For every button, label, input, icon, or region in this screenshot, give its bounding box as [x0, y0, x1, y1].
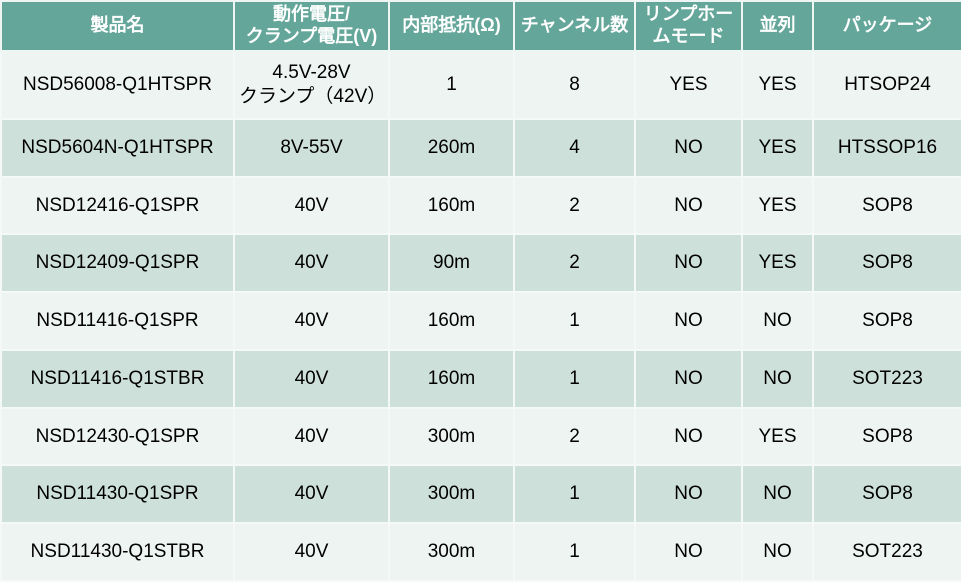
- table-row: NSD56008-Q1HTSPR 4.5V-28V クランプ（42V） 1 8 …: [0, 49, 961, 120]
- column-header-voltage: 動作電圧/ クランプ電圧(V): [233, 0, 390, 52]
- cell-parallel: NO: [741, 522, 814, 582]
- cell-parallel: YES: [741, 49, 814, 120]
- cell-voltage: 40V: [233, 233, 390, 294]
- cell-limp-home: NO: [634, 522, 743, 582]
- cell-channels: 2: [513, 406, 636, 467]
- cell-limp-home: NO: [634, 464, 743, 525]
- cell-limp-home: NO: [634, 348, 743, 409]
- cell-channels: 1: [513, 348, 636, 409]
- cell-channels: 1: [513, 522, 636, 582]
- cell-resistance: 300m: [388, 522, 515, 582]
- cell-package: SOP8: [812, 291, 961, 351]
- table-row: NSD12416-Q1SPR 40V 160m 2 NO YES SOP8: [0, 175, 961, 236]
- cell-resistance: 260m: [388, 117, 515, 178]
- table-row: NSD11416-Q1SPR 40V 160m 1 NO NO SOP8: [0, 291, 961, 351]
- cell-package: SOP8: [812, 175, 961, 236]
- cell-resistance: 160m: [388, 291, 515, 351]
- cell-parallel: NO: [741, 348, 814, 409]
- cell-package: SOP8: [812, 233, 961, 294]
- cell-parallel: NO: [741, 291, 814, 351]
- table-row: NSD11430-Q1SPR 40V 300m 1 NO NO SOP8: [0, 464, 961, 525]
- cell-resistance: 160m: [388, 348, 515, 409]
- cell-limp-home: NO: [634, 291, 743, 351]
- cell-voltage: 40V: [233, 522, 390, 582]
- cell-limp-home: NO: [634, 406, 743, 467]
- table-header-row: 製品名 動作電圧/ クランプ電圧(V) 内部抵抗(Ω) チャンネル数 リンプホー…: [0, 0, 961, 52]
- cell-package: SOT223: [812, 348, 961, 409]
- cell-channels: 1: [513, 291, 636, 351]
- cell-resistance: 160m: [388, 175, 515, 236]
- column-header-limp-home: リンプホー ムモード: [634, 0, 743, 52]
- cell-package: HTSOP24: [812, 49, 961, 120]
- cell-parallel: YES: [741, 233, 814, 294]
- table-row: NSD11430-Q1STBR 40V 300m 1 NO NO SOT223: [0, 522, 961, 582]
- cell-product: NSD11430-Q1SPR: [0, 464, 235, 525]
- cell-resistance: 90m: [388, 233, 515, 294]
- cell-voltage: 8V-55V: [233, 117, 390, 178]
- cell-package: SOP8: [812, 464, 961, 525]
- column-header-package: パッケージ: [812, 0, 961, 52]
- cell-channels: 2: [513, 175, 636, 236]
- cell-channels: 1: [513, 464, 636, 525]
- cell-package: SOP8: [812, 406, 961, 467]
- cell-parallel: YES: [741, 406, 814, 467]
- cell-product: NSD12430-Q1SPR: [0, 406, 235, 467]
- cell-product: NSD56008-Q1HTSPR: [0, 49, 235, 120]
- cell-limp-home: NO: [634, 117, 743, 178]
- column-header-parallel: 並列: [741, 0, 814, 52]
- cell-product: NSD11416-Q1STBR: [0, 348, 235, 409]
- cell-channels: 8: [513, 49, 636, 120]
- cell-channels: 4: [513, 117, 636, 178]
- cell-resistance: 1: [388, 49, 515, 120]
- cell-voltage: 40V: [233, 406, 390, 467]
- cell-resistance: 300m: [388, 464, 515, 525]
- cell-product: NSD12416-Q1SPR: [0, 175, 235, 236]
- cell-parallel: YES: [741, 175, 814, 236]
- cell-parallel: YES: [741, 117, 814, 178]
- cell-limp-home: YES: [634, 49, 743, 120]
- table-row: NSD5604N-Q1HTSPR 8V-55V 260m 4 NO YES HT…: [0, 117, 961, 178]
- cell-product: NSD5604N-Q1HTSPR: [0, 117, 235, 178]
- cell-parallel: NO: [741, 464, 814, 525]
- cell-voltage: 40V: [233, 291, 390, 351]
- cell-package: SOT223: [812, 522, 961, 582]
- cell-product: NSD12409-Q1SPR: [0, 233, 235, 294]
- column-header-resistance: 内部抵抗(Ω): [388, 0, 515, 52]
- cell-voltage: 40V: [233, 464, 390, 525]
- cell-voltage: 40V: [233, 175, 390, 236]
- table-row: NSD12409-Q1SPR 40V 90m 2 NO YES SOP8: [0, 233, 961, 294]
- cell-package: HTSSOP16: [812, 117, 961, 178]
- cell-channels: 2: [513, 233, 636, 294]
- column-header-product: 製品名: [0, 0, 235, 52]
- cell-voltage: 40V: [233, 348, 390, 409]
- table-row: NSD11416-Q1STBR 40V 160m 1 NO NO SOT223: [0, 348, 961, 409]
- cell-resistance: 300m: [388, 406, 515, 467]
- column-header-channels: チャンネル数: [513, 0, 636, 52]
- cell-product: NSD11416-Q1SPR: [0, 291, 235, 351]
- cell-limp-home: NO: [634, 175, 743, 236]
- cell-limp-home: NO: [634, 233, 743, 294]
- cell-product: NSD11430-Q1STBR: [0, 522, 235, 582]
- table-row: NSD12430-Q1SPR 40V 300m 2 NO YES SOP8: [0, 406, 961, 467]
- cell-voltage: 4.5V-28V クランプ（42V）: [233, 49, 390, 120]
